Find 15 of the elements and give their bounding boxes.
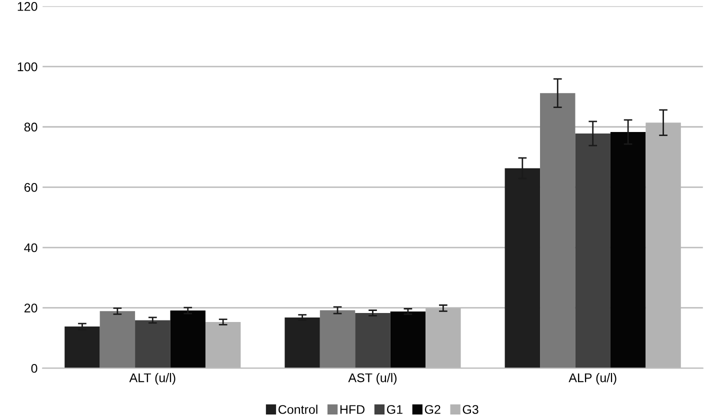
y-tick-label: 120 (18, 2, 38, 11)
y-tick-label: 100 (18, 62, 38, 72)
x-tick-label: AST (u/l) (348, 373, 397, 385)
y-tick-label: 0 (31, 364, 38, 373)
legend-label: G1 (386, 405, 402, 414)
y-tick-label: 40 (24, 243, 38, 252)
y-tick-label: 60 (24, 183, 38, 192)
legend-label: Control (278, 404, 318, 414)
y-tick-label: 20 (24, 304, 38, 312)
legend-label: G2 (424, 405, 440, 414)
legend-label: G3 (462, 405, 478, 414)
x-tick-label: ALP (u/l) (568, 373, 616, 385)
x-tick-label: ALT (u/l) (129, 373, 176, 385)
legend-label: HFD (340, 405, 365, 414)
y-tick-label: 80 (24, 122, 38, 132)
